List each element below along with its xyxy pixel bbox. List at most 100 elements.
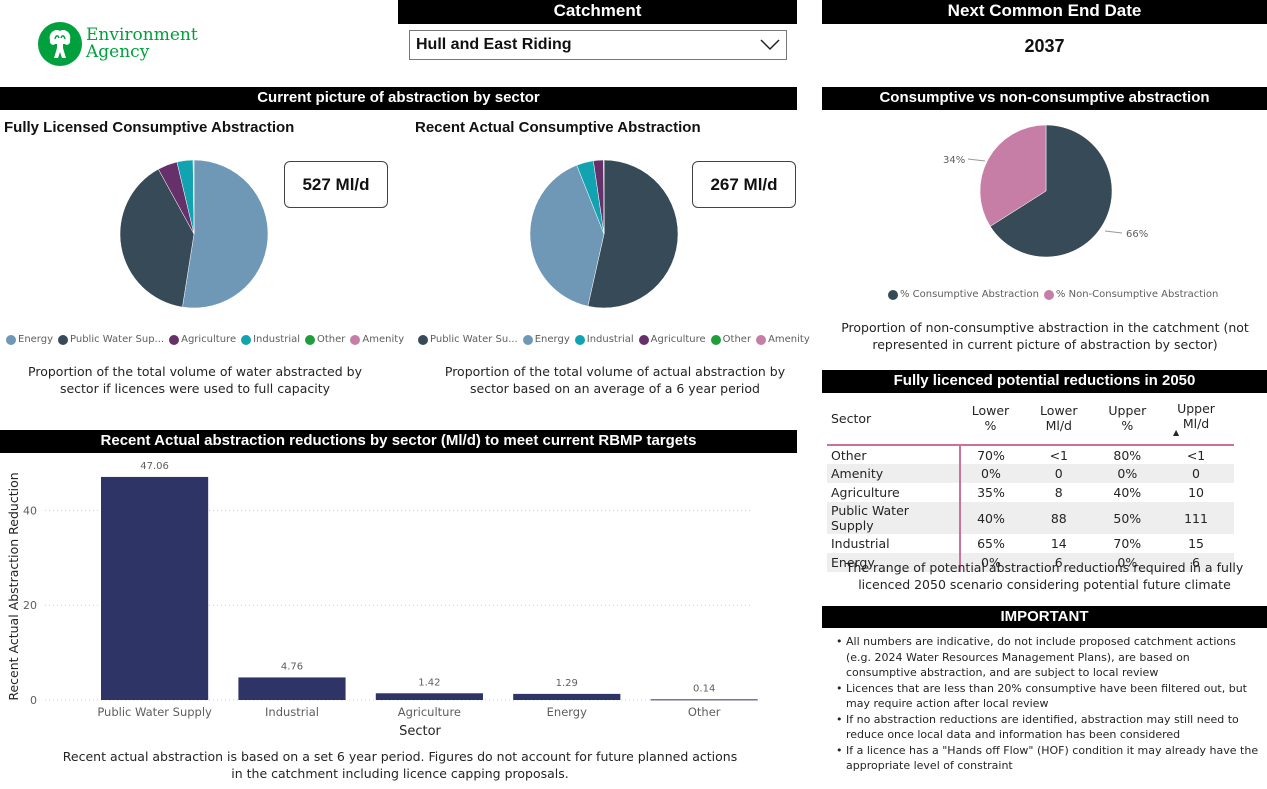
legend-dot-icon [305,334,316,345]
x-tick-label: Other [688,705,721,719]
legend-dot-icon [169,334,180,345]
table-cell: 14 [1050,536,1067,551]
important-notes: All numbers are indicative, do not inclu… [836,634,1261,774]
legend-item[interactable]: Other [305,334,345,345]
legend-label: Amenity [362,334,405,345]
legend-item[interactable]: % Non-Consumptive Abstraction [1043,289,1219,300]
actual-pie-chart [529,159,679,309]
note-item: All numbers are indicative, do not inclu… [836,634,1261,681]
table-cell: 80% [1113,447,1142,463]
table-row: Public Water Supply 40% 88 50% 111 [827,502,1234,534]
table-cell: 40% [959,502,1022,534]
table-cell: Energy [827,553,961,572]
table-cell: 6 [1021,553,1097,572]
legend-item[interactable]: Amenity [350,334,404,345]
logo-line1: Environment [86,25,198,45]
bar-public-water-supply[interactable] [101,476,209,700]
logo-line2: Agency [86,42,150,62]
column-header[interactable]: Lower % [959,397,1022,446]
environment-agency-logo: Environment Agency [38,22,198,66]
legend-item[interactable]: % Consumptive Abstraction [888,289,1039,300]
legend-dot-icon [756,334,767,345]
table-row: Amenity 0% 0 0% 0 [827,464,1234,483]
bar-value-label: 4.76 [281,661,303,672]
column-header[interactable]: Sector [827,397,960,446]
actual-title: Recent Actual Consumptive Abstraction [415,119,701,136]
table-cell: 6 [1158,553,1234,572]
consumptive-legend: % Consumptive Abstraction % Non-Consumpti… [888,289,1218,300]
table-cell: 50% [1096,502,1159,534]
legend-item[interactable]: Other [710,334,752,345]
legend-label: Public Water Sup... [70,334,165,345]
catchment-selected-value: Hull and East Riding [416,36,572,53]
bar-other[interactable] [650,699,758,701]
table-cell: Industrial [827,534,961,553]
bar-agriculture[interactable] [375,693,483,700]
pie-slice-public-water-supply[interactable] [119,168,195,308]
table-cell: 8 [1054,485,1063,500]
legend-item[interactable]: Agriculture [638,334,706,345]
table-header-row: Sector Lower % Lower Ml/d Upper % Upper Ml/d… [827,397,1234,446]
note-item: If no abstraction reductions are identif… [836,712,1261,743]
pie-slice-energy[interactable] [182,159,269,309]
end-date-header: Next Common End Date [822,0,1267,24]
legend-label: % Non-Consumptive Abstraction [1055,289,1219,300]
chevron-down-icon [760,39,780,51]
table-cell: <1 [1186,447,1206,463]
table-row: Industrial 65% 14 70% 15 [827,534,1234,553]
tree-figure-icon [38,22,82,66]
legend-item[interactable]: Amenity [756,334,810,345]
table-row: Energy 0% 6 0% 6 [827,553,1234,572]
legend-label: Agriculture [650,334,706,345]
column-header[interactable]: Lower Ml/d [1021,397,1097,446]
table-cell: 0 [1021,464,1097,483]
data-label-consumptive: 66% [1126,229,1148,240]
legend-label: Public Water Su... [430,334,518,345]
catchment-dropdown[interactable]: Hull and East Riding [409,30,787,60]
table-cell: 111 [1158,502,1234,534]
reductions-2050-header: Fully licenced potential reductions in 2… [822,370,1267,393]
legend-dot-icon [888,289,898,300]
legend-item[interactable]: Agriculture [169,334,236,345]
legend-label: Other [722,334,752,345]
licensed-pie-chart [119,159,269,309]
actual-total-value: 267 Ml/d [710,174,778,194]
reductions-2050-caption: The range of potential abstraction reduc… [845,560,1244,592]
pie-slice-energy[interactable] [529,164,605,307]
actual-caption: Proportion of the total volume of actual… [444,364,786,396]
bar-energy[interactable] [513,693,621,700]
legend-item[interactable]: Energy [522,334,570,345]
table-row: Agriculture 35% 8 40% 10 [827,483,1234,502]
legend-item[interactable]: Public Water Su... [418,334,518,345]
table-cell: Other [827,445,961,464]
table-cell: 70% [977,447,1005,463]
end-date-value: 2037 [1024,36,1065,56]
legend-item[interactable]: Energy [6,334,53,345]
pie-slice--consumptive-abstraction[interactable] [989,125,1113,258]
consumptive-caption: Proportion of non-consumptive abstractio… [841,320,1249,352]
bar-industrial[interactable] [238,677,346,700]
pie-slice--non-consumptive-abstraction[interactable] [979,125,1047,227]
x-tick-label: Public Water Supply [97,705,212,719]
x-axis-title: Sector [399,724,441,739]
licensed-total-value: 527 Ml/d [302,174,370,194]
pie-slice-public-water-supply[interactable] [587,159,679,309]
y-tick-label: 20 [23,599,37,612]
x-tick-label: Agriculture [398,705,461,719]
legend-dot-icon [241,334,252,345]
column-header[interactable]: Upper Ml/d ▲ [1158,397,1234,446]
legend-label: Energy [534,334,570,345]
bar-value-label: 0.14 [693,683,715,694]
bar-value-label: 47.06 [140,461,169,472]
bar-caption: Recent actual abstraction is based on a … [62,749,738,781]
table-cell: Public Water Supply [827,502,961,534]
legend-item[interactable]: Industrial [574,334,634,345]
legend-item[interactable]: Industrial [241,334,300,345]
legend-label: Agriculture [181,334,237,345]
x-tick-label: Industrial [265,705,319,719]
legend-dot-icon [638,334,649,345]
column-header[interactable]: Upper % [1096,397,1159,446]
legend-item[interactable]: Public Water Sup... [58,334,164,345]
sort-ascending-icon: ▲ [1172,428,1180,437]
consumptive-pie-chart: 66% 34% [943,125,1148,258]
